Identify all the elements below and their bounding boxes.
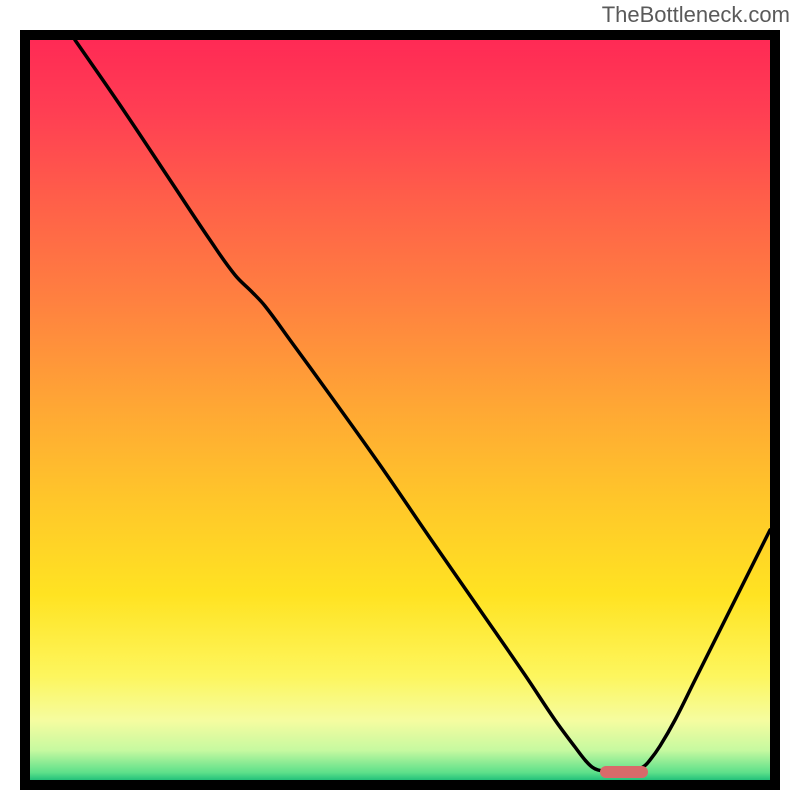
watermark-label: TheBottleneck.com (602, 2, 790, 28)
optimal-marker (600, 766, 648, 778)
chart-svg (30, 40, 770, 780)
chart-plot-area (30, 40, 770, 780)
gradient-background (30, 40, 770, 780)
chart-frame (20, 30, 780, 790)
